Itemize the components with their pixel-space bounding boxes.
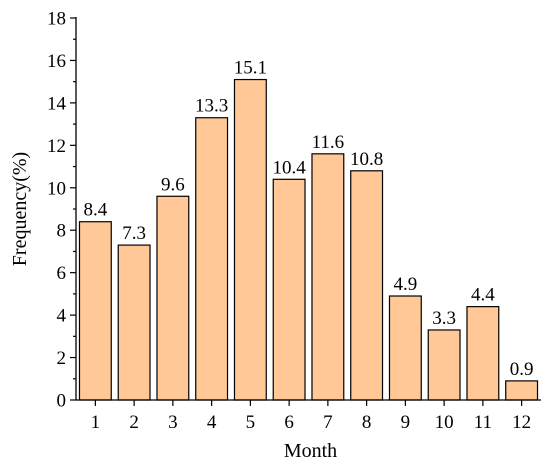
x-tick-label-5: 5 (246, 412, 256, 433)
x-tick-label-3: 3 (168, 412, 178, 433)
y-tick-label-2: 2 (57, 348, 67, 369)
bar-month-1 (78, 221, 112, 401)
x-tick-label-9: 9 (401, 412, 411, 433)
data-label-month-1: 8.4 (84, 200, 108, 221)
data-label-month-2: 7.3 (122, 223, 146, 244)
x-axis-title: Month (284, 440, 337, 462)
x-tick-label-7: 7 (323, 412, 333, 433)
bar-month-6 (272, 178, 306, 401)
y-tick-label-0: 0 (57, 391, 67, 412)
bar-month-12 (505, 380, 539, 401)
data-label-month-6: 10.4 (273, 157, 307, 178)
bars-group (78, 78, 539, 401)
y-tick-label-14: 14 (47, 93, 67, 114)
data-label-month-10: 3.3 (432, 308, 456, 329)
data-label-month-8: 10.8 (350, 149, 383, 170)
data-label-month-3: 9.6 (161, 174, 185, 195)
bar-month-10 (427, 329, 461, 401)
y-axis-title: Frequency(%) (9, 152, 31, 266)
x-tick-label-8: 8 (362, 412, 372, 433)
data-label-month-12: 0.9 (510, 359, 534, 380)
x-tick-label-4: 4 (207, 412, 217, 433)
x-tick-label-6: 6 (284, 412, 294, 433)
x-tick-label-12: 12 (512, 412, 531, 433)
bar-month-4 (195, 117, 229, 401)
bar-month-8 (350, 170, 384, 401)
y-tick-label-16: 16 (47, 51, 66, 72)
bar-month-2 (117, 244, 151, 401)
y-tick-label-4: 4 (57, 306, 67, 327)
bar-month-7 (311, 153, 345, 401)
x-ticks-group: 1 2 3 4 5 6 7 8 9 10 11 12 (91, 400, 531, 433)
y-tick-label-18: 18 (47, 9, 66, 30)
bar-month-5 (233, 78, 267, 401)
bar-month-11 (466, 306, 500, 401)
x-tick-label-2: 2 (129, 412, 139, 433)
y-tick-label-10: 10 (47, 178, 66, 199)
x-tick-label-1: 1 (91, 412, 101, 433)
y-tick-label-8: 8 (57, 221, 67, 242)
y-ticks-group: 0 2 4 6 8 10 12 14 16 18 (47, 9, 76, 412)
data-label-month-11: 4.4 (471, 285, 495, 306)
data-label-month-5: 15.1 (234, 58, 267, 79)
data-label-month-4: 13.3 (195, 96, 228, 117)
data-labels-group: 8.4 7.3 9.6 13.3 15.1 10.411.610.8 4.9 3.3 4.4 0.… (84, 58, 534, 380)
bar-month-3 (156, 195, 190, 401)
x-tick-label-10: 10 (435, 412, 454, 433)
x-tick-label-11: 11 (474, 412, 492, 433)
y-tick-label-12: 12 (47, 136, 66, 157)
bar-month-9 (388, 295, 422, 401)
data-label-month-9: 4.9 (394, 274, 418, 295)
data-label-month-7: 11.6 (312, 132, 345, 153)
y-tick-label-6: 6 (57, 263, 67, 284)
